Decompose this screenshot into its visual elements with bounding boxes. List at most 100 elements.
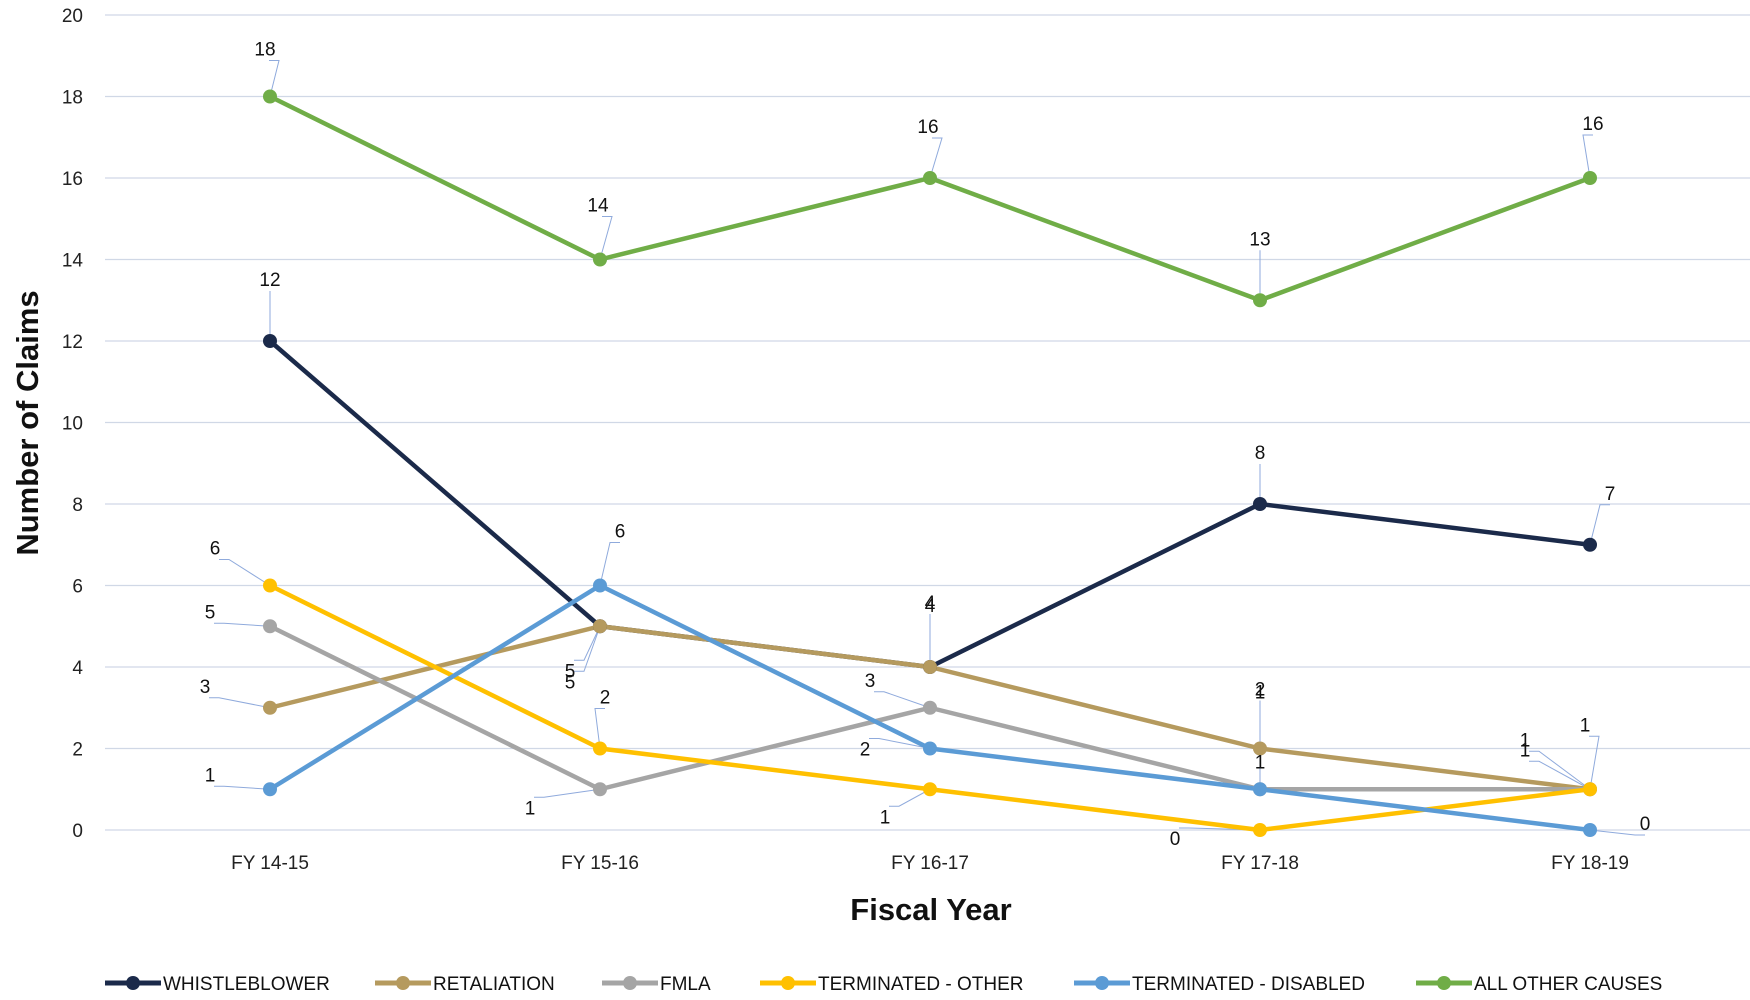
legend-label: RETALIATION: [433, 974, 555, 995]
data-point: [263, 578, 277, 593]
leader-line: [534, 788, 601, 798]
data-label: 1: [1255, 682, 1266, 703]
data-point: [1253, 497, 1267, 511]
data-label: 0: [1170, 829, 1181, 850]
data-point: [1253, 782, 1267, 797]
data-label: 7: [1605, 484, 1616, 505]
data-point: [593, 619, 607, 634]
data-label: 5: [565, 672, 576, 693]
y-tick-label: 18: [62, 88, 83, 109]
data-point: [1253, 741, 1267, 756]
x-tick-label: FY 17-18: [1221, 853, 1299, 874]
y-tick-label: 2: [72, 740, 83, 761]
data-label: 1: [1580, 715, 1591, 736]
y-tick-label: 10: [62, 414, 83, 435]
leader-line: [1589, 829, 1645, 836]
data-label: 5: [565, 661, 576, 682]
data-point: [923, 700, 937, 715]
data-point: [593, 252, 607, 267]
data-label: 4: [925, 593, 936, 614]
legend-item: TERMINATED - DISABLED: [1074, 974, 1365, 995]
y-axis-title: Number of Claims: [10, 290, 45, 555]
y-tick-labels: 0 2 4 6 8 10 12 14 16 18 20: [62, 6, 84, 842]
y-tick-label: 20: [62, 6, 83, 27]
data-label: 4: [925, 596, 936, 617]
x-tick-label: FY 14-15: [231, 853, 309, 874]
leader-line: [1589, 504, 1610, 545]
data-label: 1: [525, 798, 536, 819]
data-label: 1: [1255, 752, 1266, 773]
legend-item: RETALIATION: [375, 974, 555, 995]
y-tick-label: 6: [72, 577, 83, 598]
data-label: 3: [865, 671, 876, 692]
leader-line: [599, 216, 613, 260]
legend-item: ALL OTHER CAUSES: [1416, 974, 1662, 995]
data-point: [263, 619, 277, 634]
leader-line: [869, 738, 931, 749]
legend-swatch-marker: [126, 976, 140, 990]
data-label: 1: [205, 765, 216, 786]
legend-swatch-marker: [1437, 976, 1451, 990]
leader-line: [214, 785, 271, 790]
leader-line: [214, 622, 271, 627]
data-point: [923, 660, 937, 674]
data-point: [1583, 782, 1597, 797]
legend-label: WHISTLEBLOWER: [163, 974, 330, 995]
y-tick-label: 8: [72, 495, 83, 516]
legend-swatch-marker: [1095, 976, 1109, 990]
data-label-leaders: [209, 60, 1645, 836]
data-label: 2: [600, 688, 611, 709]
leader-line: [209, 697, 271, 709]
leader-line: [594, 708, 605, 749]
data-label: 0: [1640, 814, 1651, 835]
leader-line: [269, 60, 280, 97]
leader-line: [1529, 760, 1591, 790]
data-label: 2: [860, 740, 871, 761]
legend-label: TERMINATED - OTHER: [818, 974, 1023, 995]
data-label: 12: [259, 270, 280, 291]
y-tick-label: 16: [62, 169, 83, 190]
data-point: [1253, 293, 1267, 308]
data-point: [1583, 171, 1597, 185]
leader-line: [1582, 134, 1593, 179]
data-point: [263, 89, 277, 104]
data-point: [1583, 537, 1597, 552]
x-tick-label: FY 15-16: [561, 853, 639, 874]
x-tick-labels: FY 14-15 FY 15-16 FY 16-17 FY 17-18 FY 18-19: [231, 853, 1629, 874]
legend-label: FMLA: [660, 974, 711, 995]
series-lines: [267, 94, 1593, 833]
data-label: 16: [1582, 114, 1603, 135]
data-label: 2: [1255, 680, 1266, 701]
y-tick-label: 4: [72, 658, 83, 679]
legend: WHISTLEBLOWER RETALIATION FMLA TERMINATED -…: [105, 974, 1662, 995]
leader-line: [1529, 750, 1591, 790]
legend-item: TERMINATED - OTHER: [760, 974, 1023, 995]
legend-swatch-marker: [781, 976, 795, 990]
data-point: [1583, 823, 1597, 837]
data-label: 6: [615, 522, 626, 543]
data-point: [593, 578, 607, 593]
data-point: [1253, 823, 1267, 837]
data-point: [263, 700, 277, 715]
data-label: 8: [1255, 443, 1266, 464]
y-tick-label: 0: [72, 821, 83, 842]
leader-line: [889, 788, 931, 807]
data-point: [593, 741, 607, 756]
y-tick-label: 14: [62, 251, 84, 272]
data-point: [923, 782, 937, 797]
series-points: [263, 89, 1597, 837]
x-tick-label: FY 18-19: [1551, 853, 1629, 874]
x-axis-title: Fiscal Year: [850, 892, 1011, 927]
legend-label: ALL OTHER CAUSES: [1474, 974, 1662, 995]
leader-line: [574, 626, 601, 661]
data-label: 1: [1520, 740, 1531, 761]
data-label: 1: [880, 807, 891, 828]
data-label: 16: [917, 117, 938, 138]
leader-line: [599, 542, 620, 586]
legend-swatch-marker: [623, 976, 637, 990]
x-tick-label: FY 16-17: [891, 853, 969, 874]
legend-item: WHISTLEBLOWER: [105, 974, 330, 995]
leader-line: [574, 626, 601, 672]
